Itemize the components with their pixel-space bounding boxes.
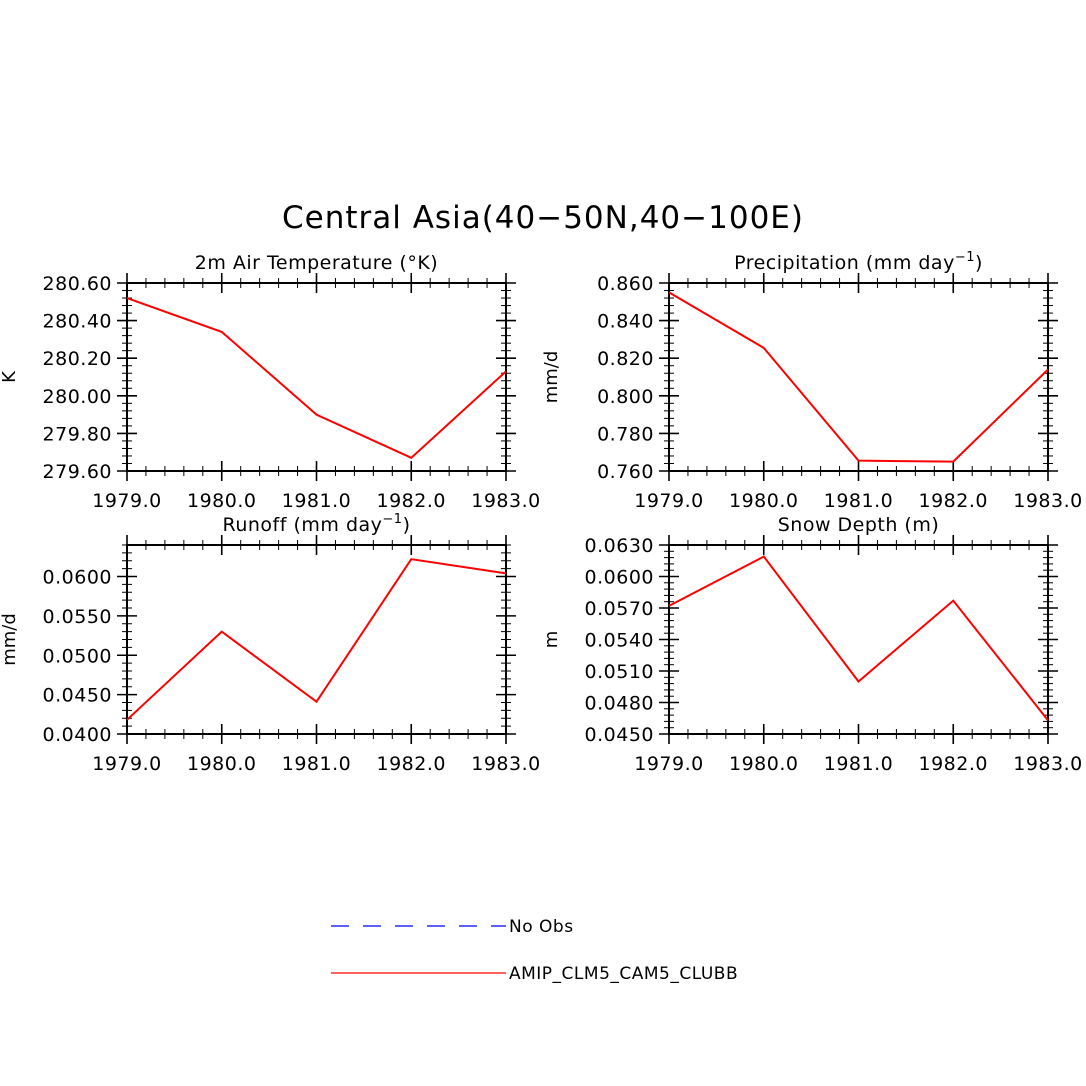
plot-frame [668,282,1049,472]
y-tick-label: 0.840 [597,311,654,333]
y-tick-label: 0.0600 [43,567,112,589]
y-tick-label: 0.0540 [585,630,654,652]
panel-title-superscript: −1 [382,512,402,527]
series-line-1 [126,558,507,721]
legend: No Obs AMIP_CLM5_CAM5_CLUBB [331,917,738,984]
panel-title-main: 2m Air Temperature (°K) [195,252,438,274]
series-line-1 [126,297,507,460]
y-tick-label: 0.0480 [585,693,654,715]
y-tick-label: 0.780 [597,423,654,445]
y-tick-label: 280.20 [43,348,112,370]
plot-frame [126,282,507,472]
y-tick-label: 0.0630 [585,535,654,557]
panel-3: Runoff (mm day−1) mm/d 0.0400 0.0450 0.0500 0… [0,512,540,775]
panel-title-main: Runoff (mm day [223,514,383,536]
y-tick-label: 280.00 [43,386,112,408]
x-tick-label: 1979.0 [634,753,703,775]
series-line-1 [668,555,1049,721]
y-axis-label: mm/d [0,613,20,666]
series-line-1 [668,291,1049,463]
panel-4: Snow Depth (m) m 0.0450 0.0480 0.0510 0.0540 0… [541,514,1082,775]
y-tick-label: 0.0570 [585,598,654,620]
legend-label-2: AMIP_CLM5_CAM5_CLUBB [509,964,738,984]
y-tick-label: 0.0510 [585,661,654,683]
x-tick-label: 1980.0 [729,753,798,775]
y-tick-label: 0.0450 [585,724,654,746]
y-tick-label: 279.60 [43,461,112,483]
y-tick-label: 0.0500 [43,645,112,667]
panel-title-tail: ) [403,514,411,536]
y-axis-label: K [0,370,20,383]
panel-2: Precipitation (mm day−1) mm/d 0.760 0.780 0.… [541,250,1082,512]
x-tick-label: 1979.0 [92,490,161,512]
x-tick-label: 1983.0 [1013,490,1082,512]
y-tick-label: 0.860 [597,273,654,295]
x-tick-label: 1980.0 [187,490,256,512]
x-tick-label: 1981.0 [282,753,351,775]
x-tick-label: 1983.0 [471,490,540,512]
x-tick-label: 1981.0 [824,753,893,775]
x-tick-label: 1980.0 [729,490,798,512]
panel-title: Snow Depth (m) [778,514,940,536]
x-tick-label: 1982.0 [377,753,446,775]
panel-title: Runoff (mm day−1) [223,512,411,536]
plot-frame [126,544,507,735]
y-tick-label: 0.820 [597,348,654,370]
panel-1: 2m Air Temperature (°K) K 279.60 279.80 280.… [0,252,540,512]
y-tick-label: 280.40 [43,311,112,333]
x-tick-label: 1981.0 [824,490,893,512]
y-tick-label: 0.760 [597,461,654,483]
y-tick-label: 0.0450 [43,685,112,707]
legend-label-1: No Obs [509,917,574,937]
x-tick-label: 1983.0 [1013,753,1082,775]
panel-title-main: Precipitation (mm day [734,252,955,274]
x-tick-label: 1981.0 [282,490,351,512]
y-axis-label: mm/d [541,351,562,404]
x-tick-label: 1980.0 [187,753,256,775]
panels: 2m Air Temperature (°K) K 279.60 279.80 280.… [0,250,1082,775]
panel-title-superscript: −1 [955,250,975,265]
x-tick-label: 1979.0 [634,490,703,512]
x-tick-label: 1982.0 [919,753,988,775]
y-axis-label: m [541,631,562,649]
panel-title-main: Snow Depth (m) [778,514,940,536]
y-tick-label: 0.800 [597,386,654,408]
y-tick-label: 0.0400 [43,724,112,746]
figure-title: Central Asia(40−50N,40−100E) [282,200,804,236]
x-tick-label: 1982.0 [377,490,446,512]
y-tick-label: 0.0550 [43,606,112,628]
panel-title: 2m Air Temperature (°K) [195,252,438,274]
x-tick-label: 1979.0 [92,753,161,775]
panel-title: Precipitation (mm day−1) [734,250,983,274]
panel-title-tail: ) [975,252,983,274]
x-tick-label: 1983.0 [471,753,540,775]
x-tick-label: 1982.0 [919,490,988,512]
plot-frame [668,544,1049,735]
y-tick-label: 279.80 [43,423,112,445]
y-tick-label: 0.0600 [585,567,654,589]
y-tick-label: 280.60 [43,273,112,295]
